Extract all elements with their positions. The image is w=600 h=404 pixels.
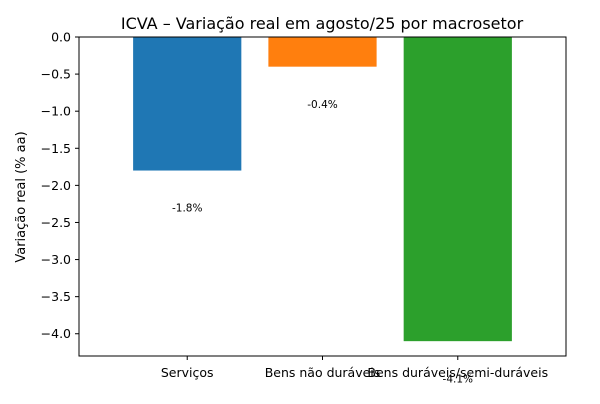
chart-title: ICVA – Variação real em agosto/25 por ma… (121, 14, 524, 33)
bar (268, 37, 377, 67)
y-axis-label: Variação real (% aa) (14, 131, 29, 262)
y-tick-label: −1.5 (41, 141, 71, 156)
x-tick-label: Bens duráveis/semi-duráveis (367, 365, 548, 380)
y-tick-label: −0.5 (41, 67, 71, 82)
y-axis-ticks: 0.0 −0.5 −1.0 −1.5 −2.0 −2.5 −3.0 −3.5 −4.0 (41, 30, 79, 341)
y-tick-label: 0.0 (51, 30, 71, 45)
y-tick-label: −1.0 (41, 104, 71, 119)
bar (403, 37, 512, 342)
x-tick-label: Bens não duráveis (265, 365, 381, 380)
plot-frame (78, 36, 567, 357)
bar (133, 37, 242, 171)
data-label: -1.8% (172, 203, 202, 215)
y-tick-label: −4.0 (41, 326, 71, 341)
data-label: -4.1% (443, 373, 473, 385)
y-tick-label: −3.5 (41, 289, 71, 304)
y-tick-label: −3.0 (41, 252, 71, 267)
bars-group (133, 37, 512, 342)
y-tick-label: −2.5 (41, 215, 71, 230)
x-tick-label: Serviços (161, 365, 214, 380)
data-labels-group: -1.8% -0.4% -4.1% (172, 99, 473, 385)
data-label: -0.4% (307, 99, 337, 111)
y-tick-label: −2.0 (41, 178, 71, 193)
